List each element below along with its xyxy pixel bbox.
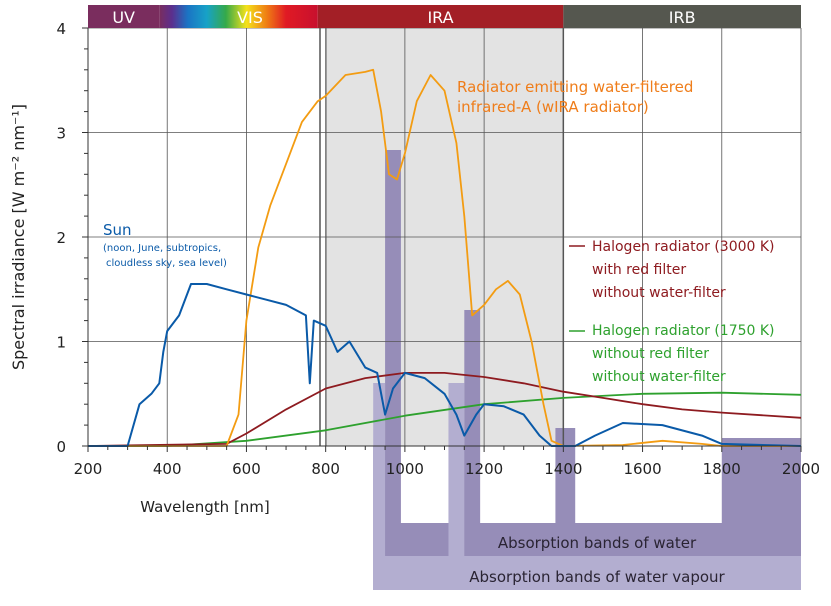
sun-note-1: (noon, June, subtropics, xyxy=(103,243,221,254)
absorption-band xyxy=(555,428,576,446)
x-tick-label: 200 xyxy=(74,460,103,478)
region-vis xyxy=(159,5,318,28)
halogen-3000-label-2: with red filter xyxy=(592,262,686,278)
absorption-band xyxy=(373,383,386,446)
halogen-1750-label-2: without red filter xyxy=(592,346,709,362)
x-tick-label: 1200 xyxy=(465,460,503,478)
halogen-3000-label-3: without water-filter xyxy=(592,285,726,301)
x-tick-label: 600 xyxy=(232,460,261,478)
absorption-band-boxes xyxy=(373,446,801,590)
halogen-3000-curve xyxy=(87,372,802,447)
sun-label: Sun xyxy=(103,221,132,239)
y-axis-label: Spectral irradiance [W m⁻² nm⁻¹] xyxy=(9,104,28,370)
y-tick-label: 4 xyxy=(56,20,66,38)
x-axis-label: Wavelength [nm] xyxy=(140,498,270,516)
x-tick-label: 1400 xyxy=(544,460,582,478)
axes: 200 400 600 800 1000 1200 1400 1600 1800 2000 0 1 2 3… xyxy=(56,20,820,478)
wira-curve xyxy=(88,68,801,447)
region-header: UV VIS IRA IRB xyxy=(88,5,801,28)
x-tick-label: 1000 xyxy=(386,460,424,478)
absorption-band xyxy=(464,310,481,446)
y-tick-label: 0 xyxy=(56,438,66,456)
band-gap xyxy=(575,446,722,523)
x-tick-label: 800 xyxy=(311,460,340,478)
y-tick-label: 1 xyxy=(56,334,66,352)
sun-note-2: cloudless sky, sea level) xyxy=(106,258,227,269)
x-tick-label: 1600 xyxy=(623,460,661,478)
absorption-band xyxy=(721,438,801,446)
x-tick-label: 1800 xyxy=(703,460,741,478)
x-tick-label: 2000 xyxy=(782,460,820,478)
band-gap xyxy=(480,446,556,523)
x-tick-label: 400 xyxy=(153,460,182,478)
y-tick-label: 3 xyxy=(56,125,66,143)
region-label-uv: UV xyxy=(112,8,135,27)
region-label-vis: VIS xyxy=(237,8,263,27)
halogen-1750-label-3: without water-filter xyxy=(592,369,726,385)
region-label-irb: IRB xyxy=(669,8,696,27)
region-label-ira: IRA xyxy=(427,8,453,27)
absorption-band xyxy=(385,150,401,446)
vapour-bands-label: Absorption bands of water vapour xyxy=(469,568,725,586)
wira-label-line2: infrared-A (wIRA radiator) xyxy=(457,98,649,116)
region-uv xyxy=(88,5,160,28)
region-irb xyxy=(563,5,801,28)
halogen-3000-label-1: Halogen radiator (3000 K) xyxy=(592,239,775,255)
halogen-1750-label-1: Halogen radiator (1750 K) xyxy=(592,323,775,339)
band-gap xyxy=(400,446,449,523)
y-tick-label: 2 xyxy=(56,229,66,247)
water-bands-label: Absorption bands of water xyxy=(498,534,697,552)
wira-label-line1: Radiator emitting water-filtered xyxy=(457,78,693,96)
region-ira xyxy=(317,5,564,28)
